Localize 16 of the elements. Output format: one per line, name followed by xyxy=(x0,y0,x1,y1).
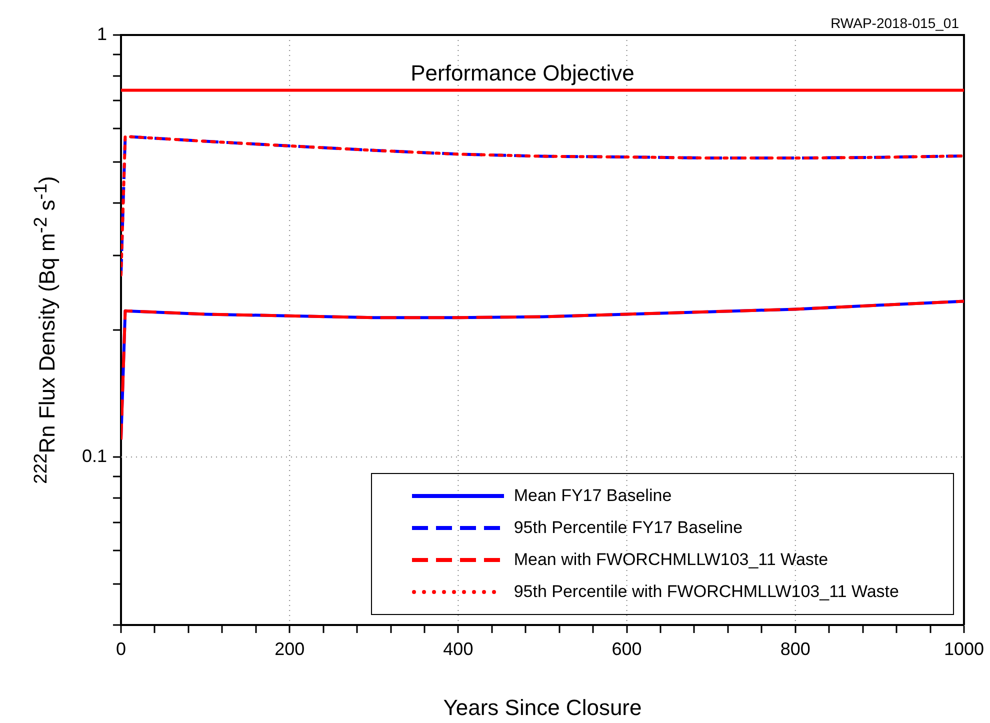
legend-label: 95th Percentile with FWORCHMLLW103_11 Waste xyxy=(514,582,899,602)
y-tick-label: 1 xyxy=(96,24,107,44)
ref-line-label: Performance Objective xyxy=(410,60,634,86)
legend-label: Mean with FWORCHMLLW103_11 Waste xyxy=(514,550,828,570)
line-series xyxy=(121,134,964,276)
x-tick-label: 0 xyxy=(116,638,126,659)
legend-label: 95th Percentile FY17 Baseline xyxy=(514,518,743,538)
legend-label: Mean FY17 Baseline xyxy=(514,486,672,506)
x-tick-label: 600 xyxy=(612,638,642,659)
y-tick-label: 0.1 xyxy=(82,446,107,466)
x-axis-title: Years Since Closure xyxy=(443,695,642,721)
text: RWAP-2018-015_01 xyxy=(830,15,959,31)
x-tick-label: 200 xyxy=(274,638,305,659)
x-tick-label: 1000 xyxy=(944,638,984,659)
x-tick-label: 800 xyxy=(780,638,810,659)
x-tick-label: 400 xyxy=(443,638,474,659)
